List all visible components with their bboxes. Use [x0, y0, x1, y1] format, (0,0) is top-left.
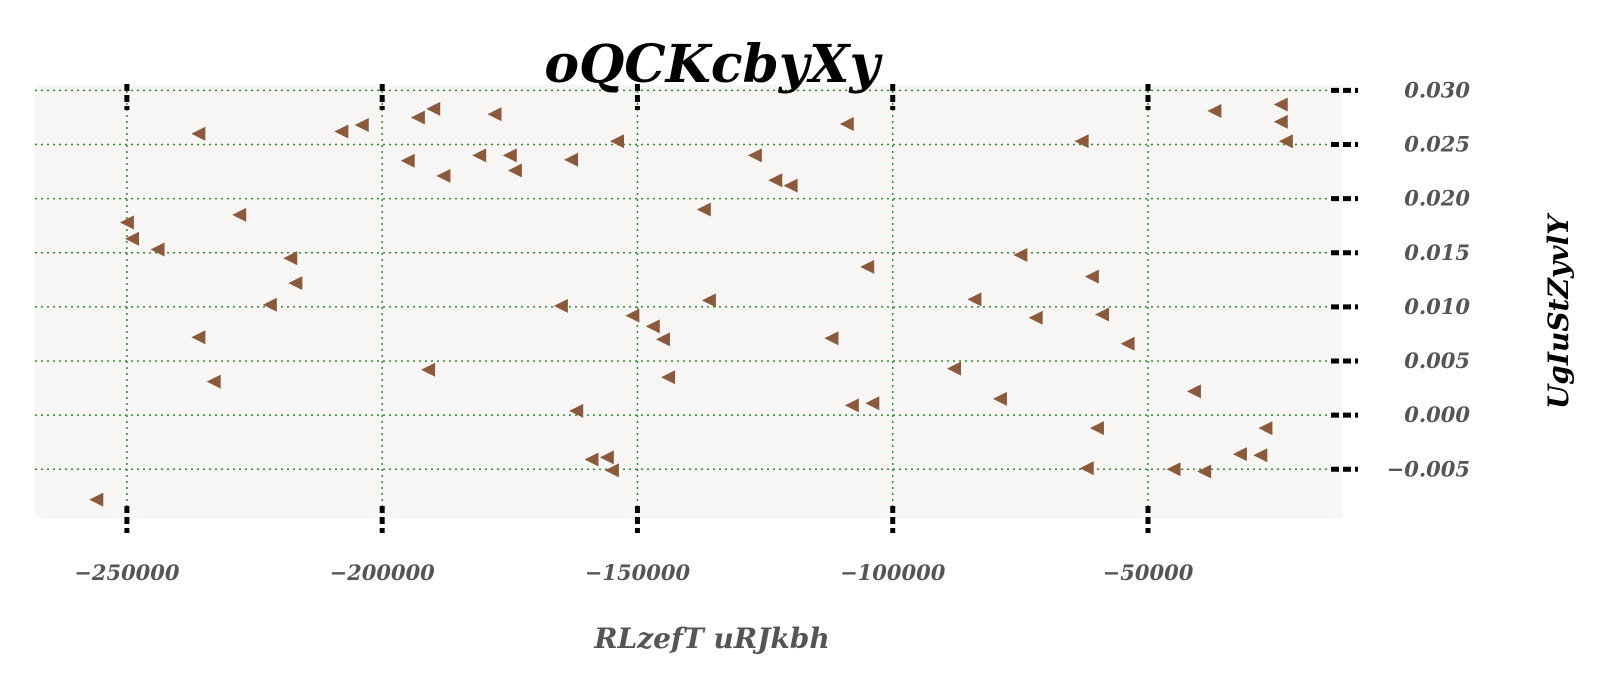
- data-point: [1253, 448, 1268, 463]
- data-point: [839, 116, 854, 131]
- data-point: [502, 148, 517, 163]
- data-point: [599, 450, 614, 465]
- x-tick-label: −200000: [330, 560, 436, 585]
- data-point: [645, 319, 660, 334]
- y-tick-label: 0.015: [1404, 240, 1470, 265]
- data-point: [564, 152, 579, 167]
- y-tick-label: 0.000: [1404, 402, 1470, 427]
- y-tick-label: −0.005: [1387, 456, 1470, 481]
- data-point: [865, 396, 880, 411]
- data-point: [1273, 97, 1288, 112]
- data-point: [191, 126, 206, 141]
- data-point: [1079, 461, 1094, 476]
- x-axis-label: RLzefT uRJkbh: [593, 622, 830, 655]
- data-point: [860, 259, 875, 274]
- y-tick-label: 0.025: [1404, 132, 1470, 157]
- x-tick-label: −100000: [840, 560, 946, 585]
- data-point: [967, 292, 982, 307]
- grid-lines: [35, 85, 1342, 518]
- data-point: [783, 178, 798, 193]
- data-point: [436, 168, 451, 183]
- x-tick-label: −150000: [585, 560, 691, 585]
- data-point: [119, 215, 134, 230]
- data-point: [655, 332, 670, 347]
- data-point: [992, 391, 1007, 406]
- y-tick-label: 0.030: [1404, 77, 1470, 102]
- data-point: [701, 293, 716, 308]
- x-tick-label: −250000: [74, 560, 180, 585]
- y-axis-label: UgIuStZyvlY: [1542, 212, 1575, 409]
- data-point: [487, 107, 502, 122]
- data-point: [1028, 310, 1043, 325]
- data-point: [262, 297, 277, 312]
- data-point: [472, 148, 487, 163]
- axis-ticks: [124, 84, 1358, 533]
- data-point: [1232, 447, 1247, 462]
- data-points: [89, 97, 1293, 507]
- data-point: [125, 231, 140, 246]
- data-point: [1278, 134, 1293, 149]
- plot-area: [35, 85, 1342, 518]
- data-point: [824, 331, 839, 346]
- data-point: [1074, 134, 1089, 149]
- data-point: [334, 124, 349, 139]
- y-tick-label: 0.020: [1404, 186, 1470, 211]
- data-point: [410, 110, 425, 125]
- data-point: [553, 298, 568, 313]
- chart-title: oQCKcbyXy: [544, 34, 883, 95]
- data-point: [569, 403, 584, 418]
- data-point: [661, 370, 676, 385]
- data-point: [1273, 114, 1288, 129]
- data-point: [625, 308, 640, 323]
- data-point: [604, 463, 619, 478]
- tick-labels: −250000 −200000 −150000 −100000 −50000 −0.005…: [74, 77, 1470, 585]
- data-point: [1166, 462, 1181, 477]
- data-point: [1120, 336, 1135, 351]
- data-point: [421, 362, 436, 377]
- data-point: [1258, 421, 1273, 436]
- data-point: [426, 101, 441, 116]
- data-point: [1013, 247, 1028, 262]
- data-point: [288, 276, 303, 291]
- data-point: [354, 118, 369, 133]
- y-tick-label: 0.005: [1404, 348, 1470, 373]
- data-point: [844, 398, 859, 413]
- x-tick-label: −50000: [1103, 560, 1194, 585]
- data-point: [696, 202, 711, 217]
- data-point: [584, 452, 599, 467]
- data-point: [232, 207, 247, 222]
- data-point: [283, 251, 298, 266]
- data-point: [1186, 384, 1201, 399]
- data-point: [191, 330, 206, 345]
- data-point: [1095, 307, 1110, 322]
- data-point: [89, 492, 104, 507]
- data-point: [1084, 269, 1099, 284]
- data-point: [747, 148, 762, 163]
- data-point: [507, 163, 522, 178]
- data-point: [1197, 464, 1212, 479]
- data-point: [610, 134, 625, 149]
- data-point: [400, 153, 415, 168]
- data-point: [946, 361, 961, 376]
- data-point: [768, 173, 783, 188]
- data-point: [206, 374, 221, 389]
- data-point: [1089, 421, 1104, 436]
- data-point: [150, 242, 165, 257]
- data-point: [1207, 103, 1222, 118]
- y-tick-label: 0.010: [1404, 294, 1470, 319]
